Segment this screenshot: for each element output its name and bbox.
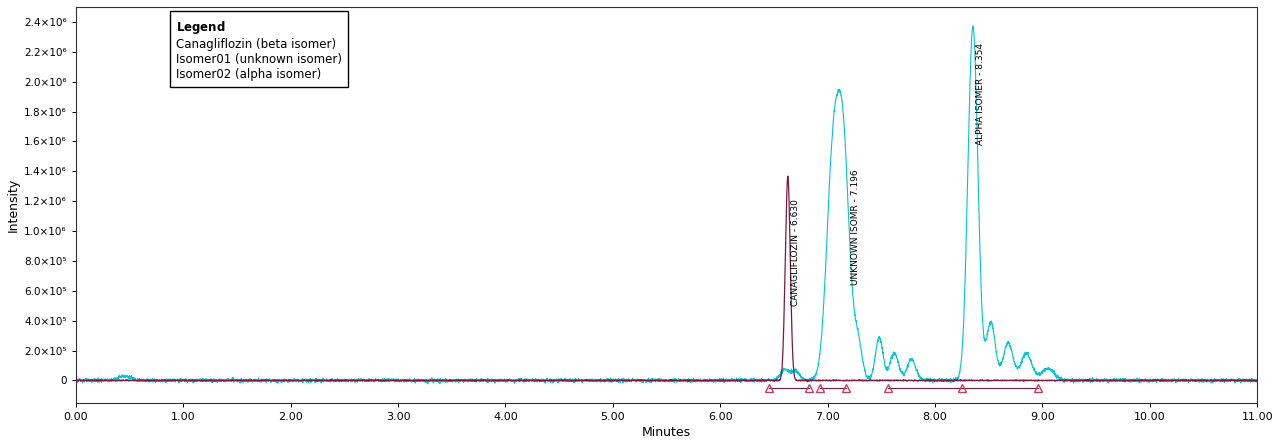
Text: UNKNOWN ISOMR - 7.196: UNKNOWN ISOMR - 7.196 bbox=[851, 169, 860, 285]
X-axis label: Minutes: Minutes bbox=[643, 426, 691, 439]
Y-axis label: Intensity: Intensity bbox=[6, 178, 20, 232]
Text: ALPHA ISOMER - 8.354: ALPHA ISOMER - 8.354 bbox=[975, 43, 984, 145]
Text: $\bf{Legend}$
Canagliflozin (beta isomer)
Isomer01 (unknown isomer)
Isomer02 (al: $\bf{Legend}$ Canagliflozin (beta isomer… bbox=[177, 19, 342, 81]
Text: CANAGLIFLOZIN - 6.630: CANAGLIFLOZIN - 6.630 bbox=[791, 199, 800, 306]
